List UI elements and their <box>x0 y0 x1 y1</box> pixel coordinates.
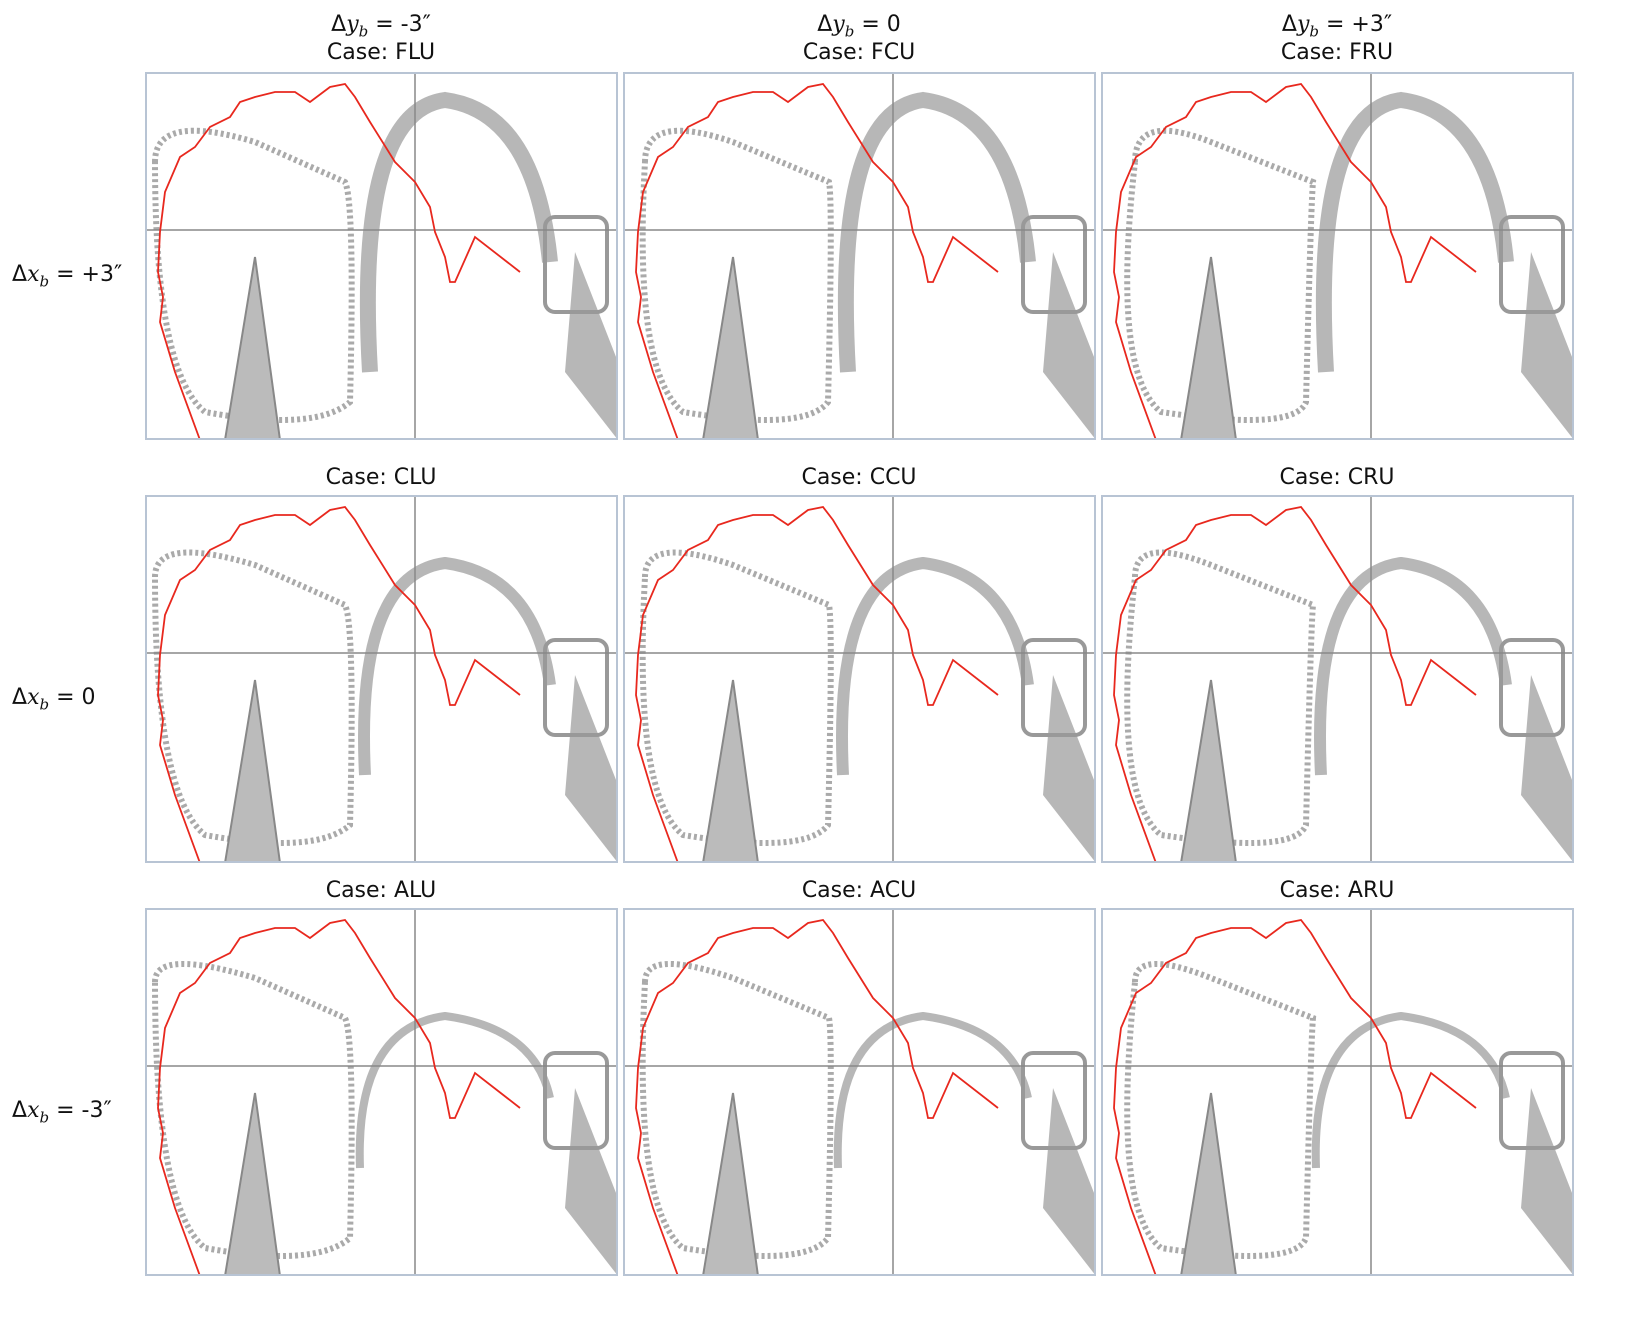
value: = +3″ <box>49 262 122 287</box>
value: = -3″ <box>49 1098 112 1123</box>
case-text: Case: CCU <box>801 465 916 490</box>
right-cone <box>1043 252 1096 440</box>
case-label: Case: ACU <box>802 878 916 904</box>
arch <box>842 563 1028 775</box>
panel <box>145 72 618 440</box>
panel <box>145 908 618 1276</box>
cone <box>225 257 280 440</box>
case-text: Case: ARU <box>1280 878 1395 903</box>
panel <box>1101 72 1574 440</box>
delta: Δ <box>12 1098 27 1123</box>
case-text: Case: FRU <box>1281 40 1393 65</box>
case-label: Case: ARU <box>1280 878 1395 904</box>
subscript: b <box>845 22 855 40</box>
arch <box>360 1016 550 1168</box>
right-cone <box>565 252 618 440</box>
red-outline <box>158 84 520 440</box>
arch <box>838 1016 1028 1168</box>
red-outline <box>636 84 998 440</box>
variable: y <box>346 12 358 37</box>
value: = +3″ <box>1319 12 1392 37</box>
case-text: Case: FCU <box>803 40 915 65</box>
variable: x <box>27 1098 39 1123</box>
value: = 0 <box>854 12 900 37</box>
case-label: Case: CCU <box>801 465 916 491</box>
figure: Δyb = -3″Δyb = 0Δyb = +3″Δxb = +3″Case: … <box>0 0 1629 1325</box>
right-cone <box>1521 252 1574 440</box>
delta: Δ <box>12 262 27 287</box>
panel <box>623 908 1096 1276</box>
case-label: Case: CLU <box>326 465 437 491</box>
subscript: b <box>39 272 49 290</box>
subscript: b <box>1309 22 1319 40</box>
row-label: Δxb = -3″ <box>12 1098 112 1126</box>
case-text: Case: ACU <box>802 878 916 903</box>
case-label: Case: FRU <box>1281 40 1393 66</box>
delta: Δ <box>331 12 346 37</box>
arch <box>1324 100 1506 372</box>
subscript: b <box>359 22 369 40</box>
case-text: Case: CLU <box>326 465 437 490</box>
arch <box>846 100 1028 372</box>
case-text: Case: ALU <box>326 878 437 903</box>
cone <box>225 680 280 863</box>
red-outline <box>158 507 520 863</box>
red-outline <box>1114 507 1476 863</box>
panel <box>1101 908 1574 1276</box>
cone <box>1181 1093 1236 1276</box>
right-cone <box>1043 1088 1096 1276</box>
subscript: b <box>39 1108 49 1126</box>
cone <box>703 257 758 440</box>
delta: Δ <box>12 685 27 710</box>
delta: Δ <box>817 12 832 37</box>
value: = -3″ <box>368 12 431 37</box>
right-cone <box>1521 675 1574 863</box>
red-outline <box>1114 84 1476 440</box>
variable: y <box>1297 12 1309 37</box>
case-text: Case: FLU <box>327 40 435 65</box>
panel <box>623 495 1096 863</box>
arch <box>364 563 550 775</box>
panel <box>1101 495 1574 863</box>
variable: y <box>832 12 844 37</box>
arch <box>1320 563 1506 775</box>
row-label: Δxb = 0 <box>12 685 96 713</box>
arch <box>368 100 550 372</box>
delta: Δ <box>1282 12 1297 37</box>
panel <box>145 495 618 863</box>
right-cone <box>565 1088 618 1276</box>
cone <box>225 1093 280 1276</box>
case-text: Case: CRU <box>1280 465 1395 490</box>
case-label: Case: FCU <box>803 40 915 66</box>
case-label: Case: FLU <box>327 40 435 66</box>
arch <box>1316 1016 1506 1168</box>
case-label: Case: CRU <box>1280 465 1395 491</box>
right-cone <box>1043 675 1096 863</box>
red-outline <box>1114 920 1476 1276</box>
right-cone <box>565 675 618 863</box>
subscript: b <box>39 695 49 713</box>
value: = 0 <box>49 685 95 710</box>
variable: x <box>27 262 39 287</box>
red-outline <box>636 507 998 863</box>
panel <box>623 72 1096 440</box>
right-cone <box>1521 1088 1574 1276</box>
cone <box>1181 257 1236 440</box>
red-outline <box>158 920 520 1276</box>
variable: x <box>27 685 39 710</box>
row-label: Δxb = +3″ <box>12 262 122 290</box>
cone <box>703 680 758 863</box>
case-label: Case: ALU <box>326 878 437 904</box>
red-outline <box>636 920 998 1276</box>
cone <box>703 1093 758 1276</box>
cone <box>1181 680 1236 863</box>
